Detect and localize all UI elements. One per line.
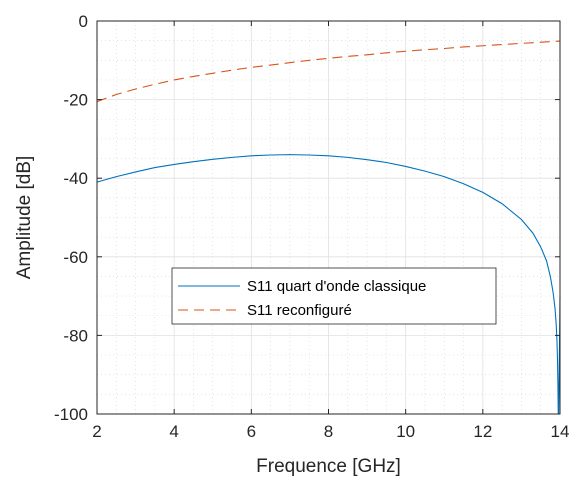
x-tick-label: 12 [473,422,492,441]
x-tick-label: 4 [169,422,178,441]
y-tick-label: -80 [63,326,88,345]
minor-grid [97,21,560,414]
legend-label-reconfigure: S11 reconfiguré [247,302,352,319]
y-tick-label: -100 [54,405,88,424]
y-tick-label: -20 [63,91,88,110]
y-tick-label: -40 [63,169,88,188]
y-axis-label: Amplitude [dB] [14,156,35,280]
legend-label-classique: S11 quart d'onde classique [247,278,426,295]
series-line-1 [96,40,561,103]
y-tick-label: 0 [79,12,88,31]
x-tick-label: 8 [324,422,333,441]
x-tick-label: 10 [396,422,415,441]
x-tick-label: 2 [92,422,101,441]
legend-box [171,267,497,325]
series-line-0 [96,154,561,415]
legend: S11 quart d'onde classique S11 reconfigu… [171,267,497,325]
x-axis-label: Frequence [GHz] [256,456,401,477]
x-axis: 2 4 6 8 10 12 14 [92,21,569,441]
x-tick-label: 14 [551,422,570,441]
series-layer [96,40,561,415]
y-tick-label: -60 [63,248,88,267]
y-axis: -100 -80 -60 -40 -20 0 [54,12,560,424]
x-tick-label: 6 [247,422,256,441]
